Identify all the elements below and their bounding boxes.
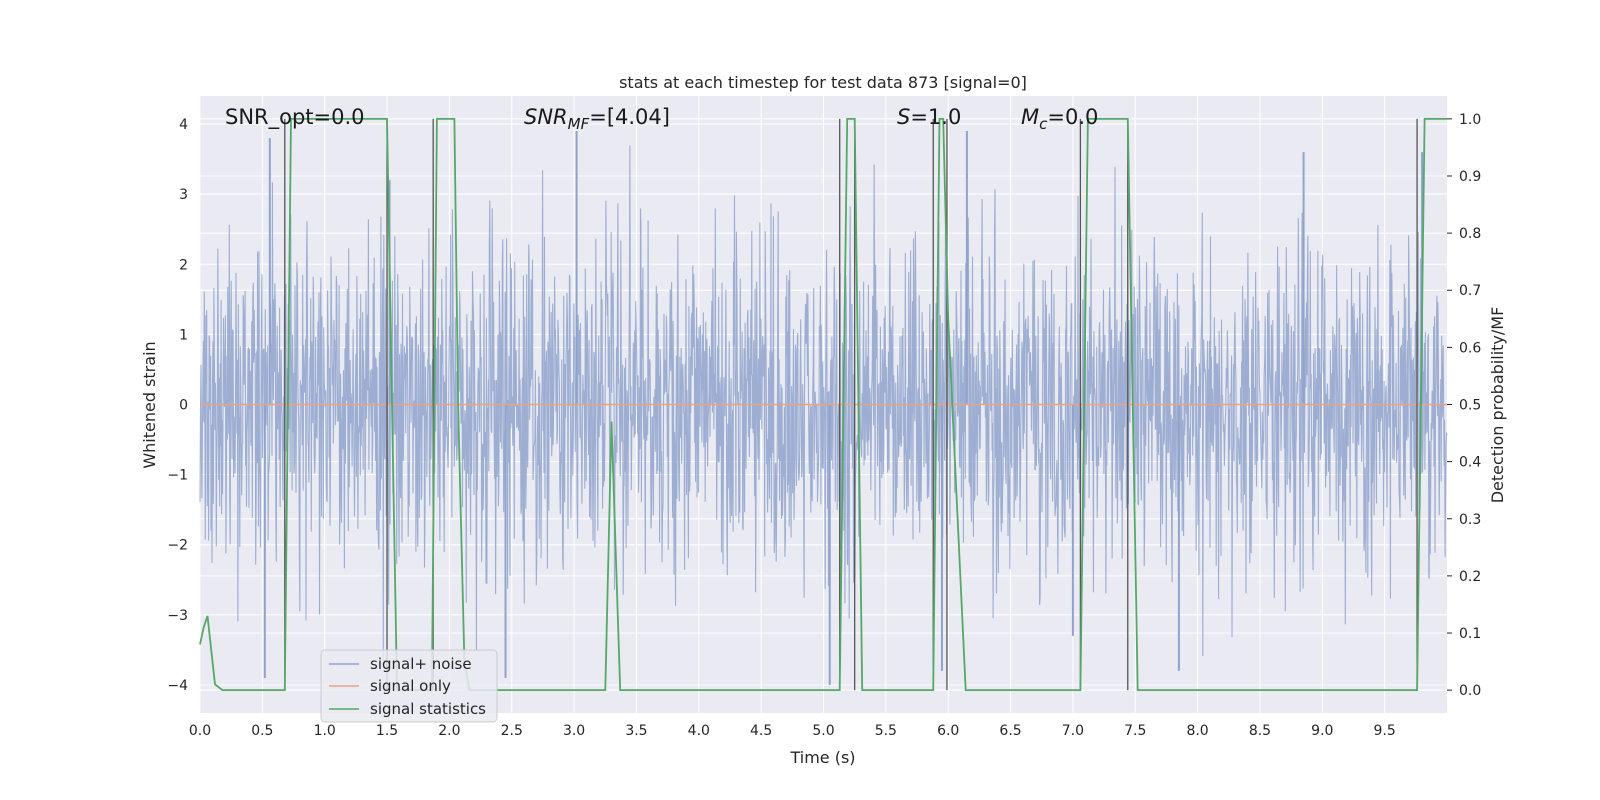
x-tick-labels: 0.0 0.5 1.0 1.5 2.0 2.5 3.0 3.5 4.0 4.5 5.0 5.5 6.0 6… [189,723,1396,739]
legend-box [320,649,498,723]
legend-label-signal-noise: signal+ noise [370,655,472,673]
y-tick-label: 0 [179,398,188,414]
x-tick-label: 5.5 [875,723,897,739]
y-tick-labels: 4 3 2 1 0 −1 −2 −3 −4 [167,117,188,694]
chart-title: stats at each timestep for test data 873… [619,73,1027,92]
y-tick-label: 4 [179,117,188,133]
x-tick-label: 2.5 [501,723,523,739]
y2-tick-label: 0.8 [1459,226,1481,242]
annotation-mc: Mc=0.0 [1021,105,1098,133]
x-tick-label: 9.5 [1374,723,1396,739]
y2-tick-label: 0.2 [1459,569,1481,585]
annotation-s: S=1.0 [897,105,961,129]
y2-tick-labels: 1.0 0.9 0.8 0.7 0.6 0.5 0.4 0.3 0.2 0.1 0.0 [1447,112,1481,699]
y-tick-label: −3 [167,608,188,624]
x-tick-label: 5.0 [812,723,834,739]
y2-tick-label: 0.0 [1459,683,1481,699]
x-tick-label: 4.5 [750,723,772,739]
y2-tick-label: 0.9 [1459,169,1481,185]
mc-symbol: M [1021,105,1039,129]
mc-value: =0.0 [1047,105,1098,129]
x-tick-label: 2.0 [438,723,460,739]
s-value: =1.0 [910,105,961,129]
x-tick-label: 3.0 [563,723,585,739]
snr-mf-value: =[4.04] [589,105,670,129]
x-tick-label: 9.0 [1311,723,1333,739]
legend-label-signal-only: signal only [370,677,451,695]
x-tick-label: 6.5 [999,723,1021,739]
series-signal-statistics [199,118,1447,691]
x-tick-label: 3.5 [625,723,647,739]
y2-tick-label: 0.3 [1459,512,1481,528]
y2-tick-label: 0.5 [1459,398,1481,414]
legend: signal+ noise signal only signal statist… [320,649,498,723]
y-tick-label: −2 [167,538,188,554]
x-axis-label: Time (s) [789,748,855,767]
x-tick-label: 4.0 [688,723,710,739]
y2-tick-label: 1.0 [1459,112,1481,128]
y-tick-label: −1 [167,468,188,484]
signal-noise-line [199,145,1448,667]
y-tick-label: 1 [179,327,188,343]
x-tick-label: 0.5 [251,723,273,739]
y2-tick-label: 0.4 [1459,455,1481,471]
x-tick-label: 7.5 [1124,723,1146,739]
x-tick-label: 1.0 [314,723,336,739]
y2-tick-label: 0.6 [1459,340,1481,356]
snr-mf-symbol: SNR [524,105,568,129]
x-tick-label: 8.5 [1249,723,1271,739]
mc-subscript: c [1039,115,1048,133]
snr-mf-subscript: MF [568,115,590,133]
x-tick-label: 7.0 [1062,723,1084,739]
y-tick-label: −4 [167,678,188,694]
y-tick-label: 2 [179,257,188,273]
y2-axis-label: Detection probability/MF [1488,307,1507,504]
signal-statistics-line [199,118,1447,691]
annotation-snr-mf: SNRMF=[4.04] [524,105,670,133]
legend-label-signal-statistics: signal statistics [370,700,486,718]
y2-tick-label: 0.7 [1459,283,1481,299]
y-axis-label: Whitened strain [140,341,159,468]
y-tick-label: 3 [179,187,188,203]
x-tick-label: 6.0 [937,723,959,739]
s-symbol: S [897,105,910,129]
annotation-snr-opt: SNR_opt=0.0 [225,105,365,130]
y2-tick-label: 0.1 [1459,626,1481,642]
x-tick-label: 0.0 [189,723,211,739]
x-tick-label: 1.5 [376,723,398,739]
x-tick-label: 8.0 [1186,723,1208,739]
